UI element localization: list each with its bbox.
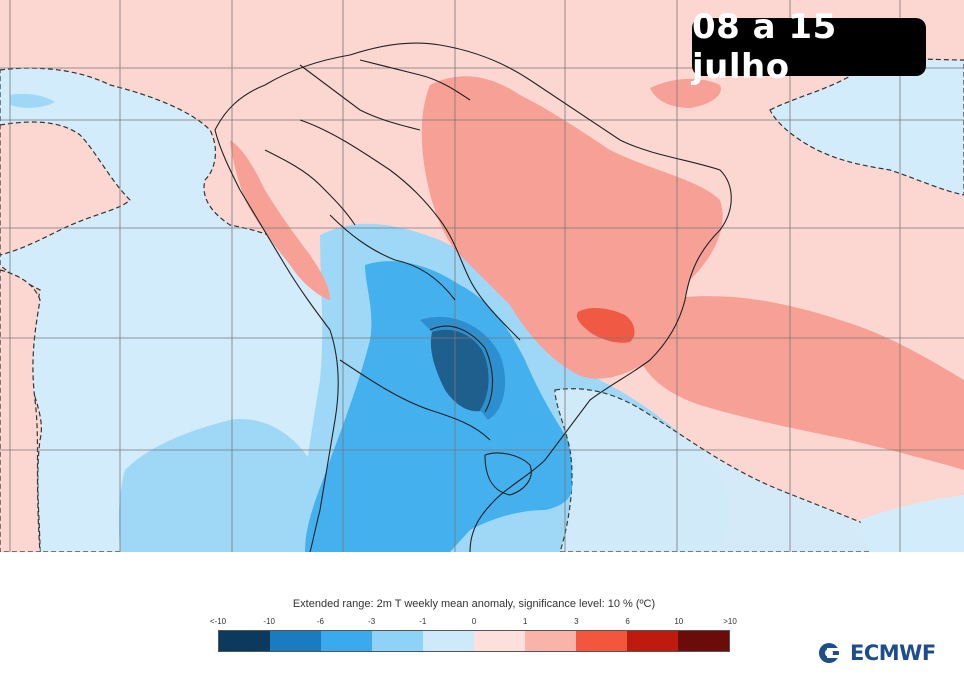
- legend-swatch: [372, 631, 423, 651]
- ecmwf-logo-text: ECMWF: [850, 641, 936, 665]
- cold-patch-north-atlantic: [769, 58, 964, 196]
- legend-tick-label: -1: [419, 617, 427, 626]
- legend-swatch: [270, 631, 321, 651]
- border-bolivia: [329, 214, 456, 301]
- border-colombia: [299, 64, 421, 131]
- border-paraguay: [429, 325, 493, 413]
- legend-swatch: [678, 631, 729, 651]
- cold-region-south-atlantic: [554, 388, 901, 552]
- legend-swatch: [576, 631, 627, 651]
- warm-blob-northeast: [650, 78, 721, 108]
- ecmwf-logo-icon: [819, 643, 847, 663]
- legend-swatch: [525, 631, 576, 651]
- border-venezuela: [359, 59, 471, 101]
- colder-ring-paraguay: [420, 316, 506, 420]
- legend-tick-label: 1: [522, 617, 528, 626]
- border-argentina: [339, 359, 491, 441]
- legend-title: Extended range: 2m T weekly mean anomaly…: [292, 598, 656, 610]
- legend-tick-label: 0: [471, 617, 477, 626]
- cold-blob-pacific-small: [10, 93, 55, 108]
- legend-swatch: [627, 631, 678, 651]
- ecmwf-logo: ECMWF: [818, 640, 936, 666]
- legend-tick-label: <-10: [209, 617, 227, 626]
- coastlines-borders: [214, 42, 732, 552]
- legend-tick-label: 3: [574, 617, 579, 626]
- legend-swatch: [321, 631, 372, 651]
- legend-tick-label: -6: [316, 617, 324, 626]
- coldest-core-paraguay: [430, 329, 493, 412]
- border-peru: [264, 149, 356, 226]
- strong-warm-southeast-brazil: [576, 308, 635, 343]
- legend-tick-label: -3: [368, 617, 376, 626]
- legend-swatch: [474, 631, 525, 651]
- legend-tick-label: 6: [625, 617, 630, 626]
- legend-tick-label: -10: [263, 617, 275, 626]
- cold-blob-pacific: [118, 419, 311, 552]
- graticule: [0, 0, 964, 552]
- legend-color-bar: [218, 630, 730, 652]
- warm-strip-south-pacific: [0, 269, 41, 552]
- temperature-anomaly-field: [0, 0, 964, 552]
- warm-region-brazil: [421, 76, 723, 379]
- legend-swatch: [423, 631, 474, 651]
- legend-tick-label: 10: [674, 617, 684, 626]
- warm-tongue-pacific: [0, 121, 131, 256]
- border-uruguay: [484, 452, 532, 496]
- colder-overlay-uruguay: [467, 447, 573, 511]
- south-america-coast: [214, 42, 732, 552]
- legend-swatch: [219, 631, 270, 651]
- warm-stripe-atlantic: [640, 296, 964, 470]
- cold-tail-south-atlantic: [860, 495, 964, 552]
- anomaly-map: 08 a 15 julho: [0, 0, 964, 552]
- warm-strip-andes: [230, 140, 330, 300]
- period-badge: 08 a 15 julho: [692, 7, 926, 87]
- legend-tick-label: >10: [723, 617, 737, 626]
- border-brazil-west: [299, 119, 521, 341]
- legend-ticks: <-10 -10 -6 -3 -1 0 1 3 6 10 >10: [210, 617, 737, 629]
- pacific-coast: [214, 129, 339, 552]
